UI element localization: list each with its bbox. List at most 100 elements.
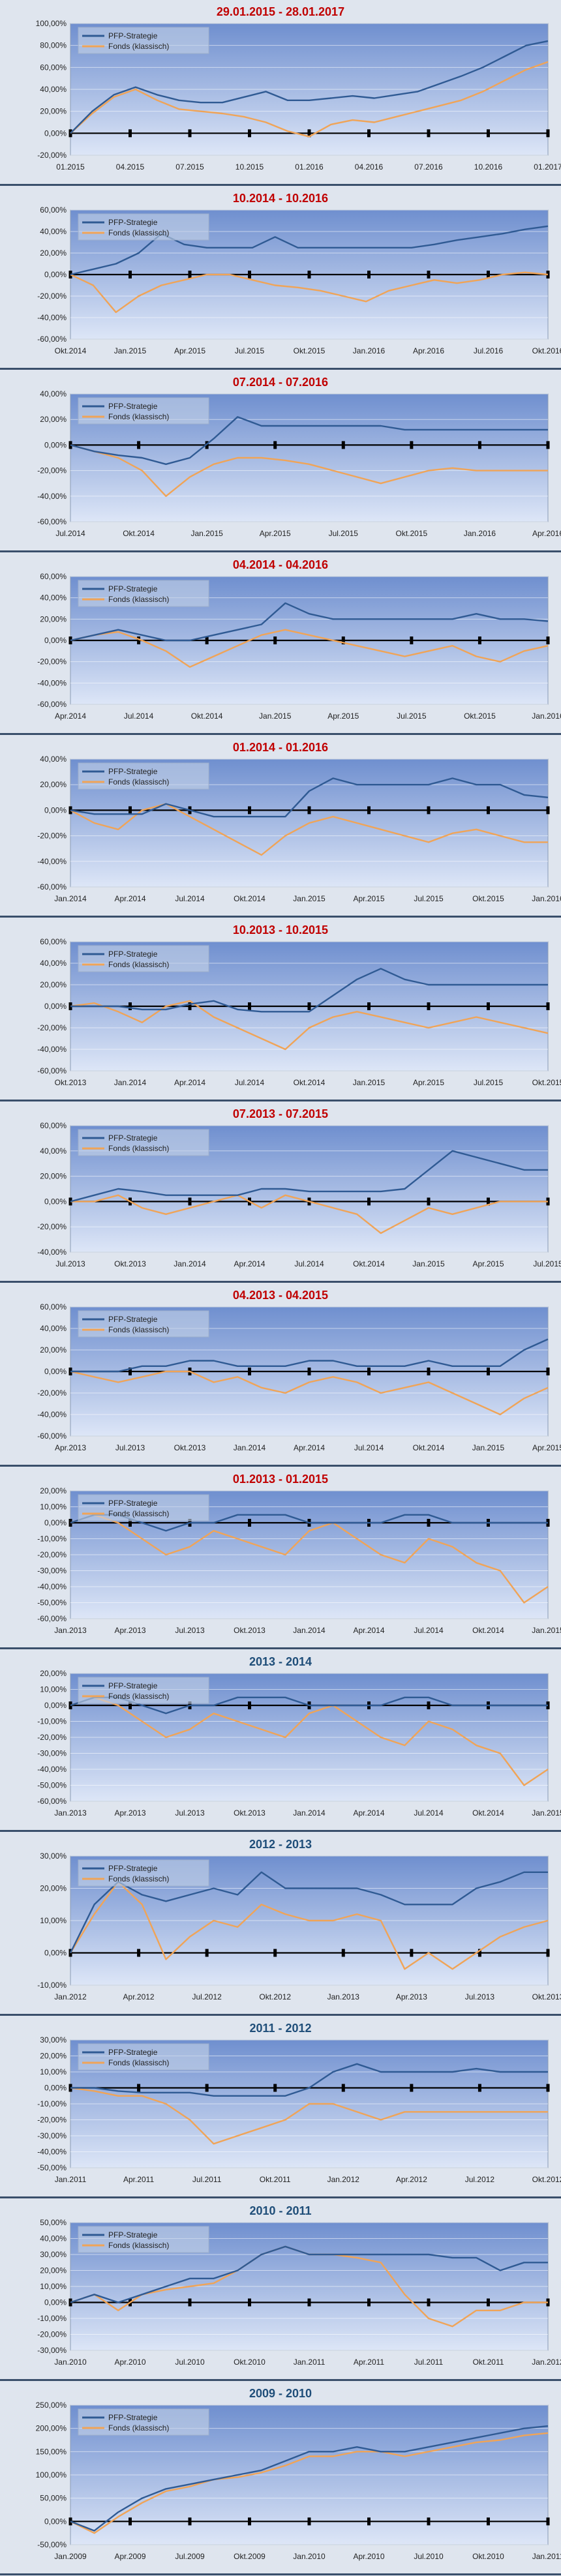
x-tick-marker	[546, 806, 550, 815]
y-tick-label: 0,00%	[44, 1367, 67, 1376]
y-tick-label: 100,00%	[36, 19, 67, 28]
x-tick-label: Jan.2011	[55, 2175, 87, 2184]
x-tick-marker	[307, 1002, 311, 1010]
x-tick-marker	[367, 1002, 371, 1010]
y-tick-label: 20,00%	[40, 1669, 67, 1678]
x-tick-label: Jan.2015	[259, 711, 292, 721]
x-tick-label: Jul.2011	[192, 2175, 222, 2184]
chart-title: 07.2013 - 07.2015	[232, 1107, 329, 1120]
x-tick-marker	[478, 2084, 481, 2092]
legend-box	[78, 2226, 209, 2253]
series-line-fund	[70, 629, 549, 668]
y-tick-label: -10,00%	[37, 2099, 67, 2108]
x-tick-label: Jan.2012	[327, 2175, 360, 2184]
x-tick-label: Jan.2016	[532, 894, 561, 903]
x-tick-marker	[188, 129, 192, 138]
x-tick-marker	[188, 2517, 192, 2526]
y-tick-label: 40,00%	[40, 2234, 67, 2243]
x-tick-label: Jul.2013	[175, 1626, 205, 1635]
y-tick-label: -20,00%	[37, 1222, 67, 1231]
chart-title: 04.2014 - 04.2016	[232, 558, 329, 571]
y-tick-label: 60,00%	[40, 1302, 67, 1311]
x-tick-label: Jul.2013	[465, 1992, 495, 2001]
x-tick-label: Okt.2014	[353, 1259, 385, 1268]
x-tick-label: Jul.2015	[414, 894, 444, 903]
x-tick-marker	[248, 1002, 251, 1010]
x-tick-label: Jul.2015	[235, 346, 265, 355]
y-tick-label: -10,00%	[37, 1535, 67, 1544]
x-tick-label: Apr.2014	[294, 1443, 325, 1452]
series-line-strategy	[70, 777, 549, 818]
series-line-fund	[69, 1881, 549, 1970]
y-tick-label: 0,00%	[44, 128, 67, 138]
legend-box	[78, 945, 209, 972]
series-line-strategy	[70, 2063, 548, 2097]
y-tick-label: -20,00%	[37, 1023, 67, 1032]
x-tick-marker	[427, 129, 431, 138]
chart-panel: 2010 - 2011 50,00% 40,00% 30,00% 20,00% 10,00…	[0, 2199, 561, 2382]
series-line-fund	[70, 2087, 548, 2145]
y-tick-label: 60,00%	[40, 937, 67, 946]
legend-label: Fonds (klassisch)	[108, 412, 169, 421]
x-tick-label: Okt.2013	[532, 1992, 561, 2001]
x-tick-label: Apr.2015	[353, 894, 384, 903]
x-tick-label: Jul.2014	[235, 1078, 265, 1087]
y-tick-label: 50,00%	[40, 2494, 67, 2503]
x-tick-label: Jan.2009	[54, 2552, 87, 2561]
y-tick-label: 30,00%	[40, 2035, 67, 2044]
x-tick-marker	[427, 2298, 431, 2307]
x-tick-label: Jan.2015	[532, 1808, 561, 1818]
x-tick-marker	[273, 441, 277, 449]
series-line-fund	[70, 1514, 549, 1604]
legend-label: Fonds (klassisch)	[108, 1325, 169, 1334]
x-tick-label: Jul.2011	[414, 2358, 444, 2367]
y-tick-label: 0,00%	[44, 1197, 67, 1206]
legend-box	[78, 1494, 209, 1521]
x-tick-label: 07.2016	[414, 162, 443, 172]
x-tick-marker	[248, 1701, 251, 1709]
legend-label: PFP-Strategie	[108, 584, 158, 593]
x-tick-label: 01.2016	[295, 162, 324, 172]
legend-label: Fonds (klassisch)	[108, 960, 169, 969]
y-tick-label: -50,00%	[37, 1598, 67, 1608]
legend-label: PFP-Strategie	[108, 1499, 158, 1508]
x-tick-label: Okt.2011	[260, 2175, 291, 2184]
x-tick-label: Jul.2009	[175, 2552, 205, 2561]
x-tick-marker	[341, 441, 345, 449]
chart-panel: 10.2014 - 10.2016 60,00% 40,00% 20,00% 0,00%…	[0, 187, 561, 370]
y-tick-label: 20,00%	[40, 248, 67, 258]
x-tick-label: Apr.2014	[174, 1078, 205, 1087]
x-tick-label: 01.2015	[56, 162, 85, 172]
y-tick-label: -20,00%	[37, 1733, 67, 1742]
y-tick-label: -20,00%	[37, 831, 67, 841]
legend-label: PFP-Strategie	[108, 31, 158, 40]
y-tick-label: -60,00%	[37, 1431, 67, 1441]
x-tick-marker	[129, 806, 132, 815]
chart-title: 2012 - 2013	[249, 1838, 312, 1851]
x-tick-label: Apr.2015	[327, 711, 359, 721]
legend-label: Fonds (klassisch)	[108, 2241, 169, 2250]
y-tick-label: -60,00%	[37, 1797, 67, 1806]
x-tick-marker	[427, 1197, 431, 1206]
y-tick-label: 150,00%	[36, 2447, 67, 2456]
x-tick-marker	[129, 1701, 132, 1709]
chart-panel: 07.2013 - 07.2015 60,00% 40,00% 20,00% 0,00%…	[0, 1102, 561, 1283]
x-tick-label: Okt.2010	[234, 2358, 265, 2367]
x-tick-marker	[487, 129, 490, 138]
x-tick-label: Apr.2013	[396, 1992, 427, 2001]
chart-svg: 30,00% 20,00% 10,00% 0,00% -10,00% -20,00% -30…	[37, 2035, 561, 2184]
chart-title: 29.01.2015 - 28.01.2017	[216, 5, 345, 18]
x-tick-marker	[487, 1368, 490, 1375]
x-tick-label: Apr.2010	[114, 2358, 145, 2367]
x-tick-label: Jan.2014	[293, 1808, 326, 1818]
y-tick-label: 40,00%	[40, 389, 67, 398]
x-tick-label: 04.2015	[116, 162, 145, 172]
x-tick-label: Apr.2015	[260, 529, 291, 538]
x-tick-marker	[129, 271, 132, 278]
legend-label: PFP-Strategie	[108, 2413, 158, 2422]
y-tick-label: 40,00%	[40, 227, 67, 236]
x-tick-marker	[427, 806, 431, 815]
x-tick-marker	[248, 129, 251, 138]
series-line-strategy	[70, 1150, 548, 1203]
y-tick-label: 60,00%	[40, 205, 67, 215]
